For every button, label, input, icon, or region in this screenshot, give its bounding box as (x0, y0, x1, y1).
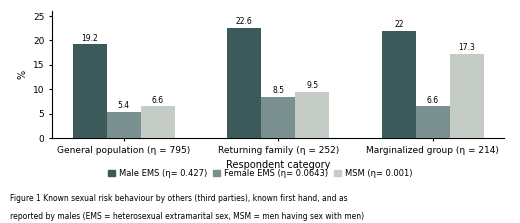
Y-axis label: %: % (17, 70, 28, 79)
Text: 22.6: 22.6 (236, 17, 253, 26)
Text: 5.4: 5.4 (118, 101, 129, 110)
Bar (227, 28, 261, 138)
Bar (261, 97, 295, 138)
Text: 17.3: 17.3 (459, 43, 475, 52)
Bar (382, 31, 416, 138)
Text: reported by males (EMS = heterosexual extramarital sex, MSM = men having sex wit: reported by males (EMS = heterosexual ex… (10, 212, 365, 221)
Bar (73, 44, 107, 138)
Bar (416, 106, 450, 138)
X-axis label: Respondent category: Respondent category (226, 161, 330, 170)
Bar (107, 112, 140, 138)
Text: 19.2: 19.2 (81, 34, 98, 43)
Text: Figure 1 Known sexual risk behaviour by others (third parties), known first hand: Figure 1 Known sexual risk behaviour by … (10, 194, 348, 203)
Text: 6.6: 6.6 (151, 95, 164, 105)
Text: 9.5: 9.5 (306, 81, 318, 90)
Bar (450, 54, 484, 138)
Text: 22: 22 (394, 20, 404, 29)
Text: 6.6: 6.6 (427, 95, 439, 105)
Legend: Male EMS (η= 0.427), Female EMS (η= 0.0643), MSM (η= 0.001): Male EMS (η= 0.427), Female EMS (η= 0.06… (106, 167, 414, 180)
Text: 8.5: 8.5 (272, 86, 284, 95)
Bar (140, 106, 175, 138)
Bar (295, 92, 329, 138)
